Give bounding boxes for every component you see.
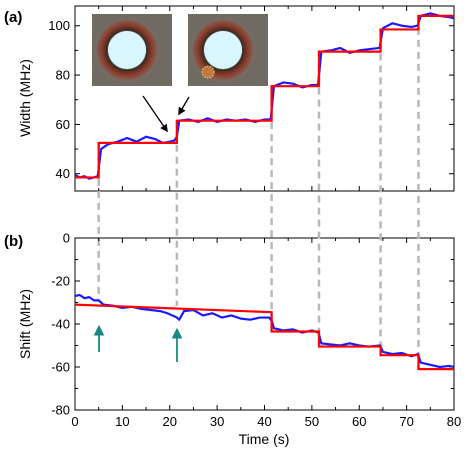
series-steps-a — [75, 14, 454, 179]
series-group-b — [75, 293, 454, 371]
xtick-label-b-0: 0 — [71, 414, 78, 429]
ylabel-a: Width (MHz) — [17, 59, 33, 137]
series-steps-b — [75, 303, 454, 371]
xtick-label-b-70: 70 — [399, 414, 413, 429]
panel-label-a: (a) — [4, 9, 22, 26]
dashed-guides — [97, 15, 420, 370]
inset-photo-before — [92, 14, 172, 86]
xtick-label-b-20: 20 — [163, 414, 177, 429]
xtick-label-b-50: 50 — [305, 414, 319, 429]
xtick-label-b-40: 40 — [257, 414, 271, 429]
arrow-a-left — [142, 95, 168, 133]
ytick-label-b-0: 0 — [63, 231, 70, 246]
ytick-label-b--80: -80 — [51, 403, 70, 418]
ytick-label-a-80: 80 — [56, 68, 70, 83]
xtick-label-b-30: 30 — [210, 414, 224, 429]
xtick-label-b-60: 60 — [352, 414, 366, 429]
xlabel-b: Time (s) — [239, 431, 290, 447]
plot-frame-b — [74, 237, 455, 411]
ytick-label-a-100: 100 — [48, 18, 70, 33]
series-measured-a — [75, 12, 454, 180]
panel-label-b: (b) — [4, 233, 23, 250]
xtick-label-b-80: 80 — [447, 414, 461, 429]
ylabel-b: Shift (MHz) — [17, 289, 33, 359]
ytick-label-a-60: 60 — [56, 117, 70, 132]
axis-ticks: 40 60 80 100 -80 -60 -40 -20 0 0 10 20 30 40 50 60 70 80 — [48, 6, 461, 429]
ytick-label-b--40: -40 — [51, 317, 70, 332]
ytick-label-b--60: -60 — [51, 360, 70, 375]
arrow-a-right — [178, 96, 190, 116]
series-group-a — [75, 12, 454, 180]
inset-photo-after — [188, 14, 268, 86]
ytick-label-a-40: 40 — [56, 166, 70, 181]
xtick-label-b-10: 10 — [115, 414, 129, 429]
ytick-label-b--20: -20 — [51, 274, 70, 289]
